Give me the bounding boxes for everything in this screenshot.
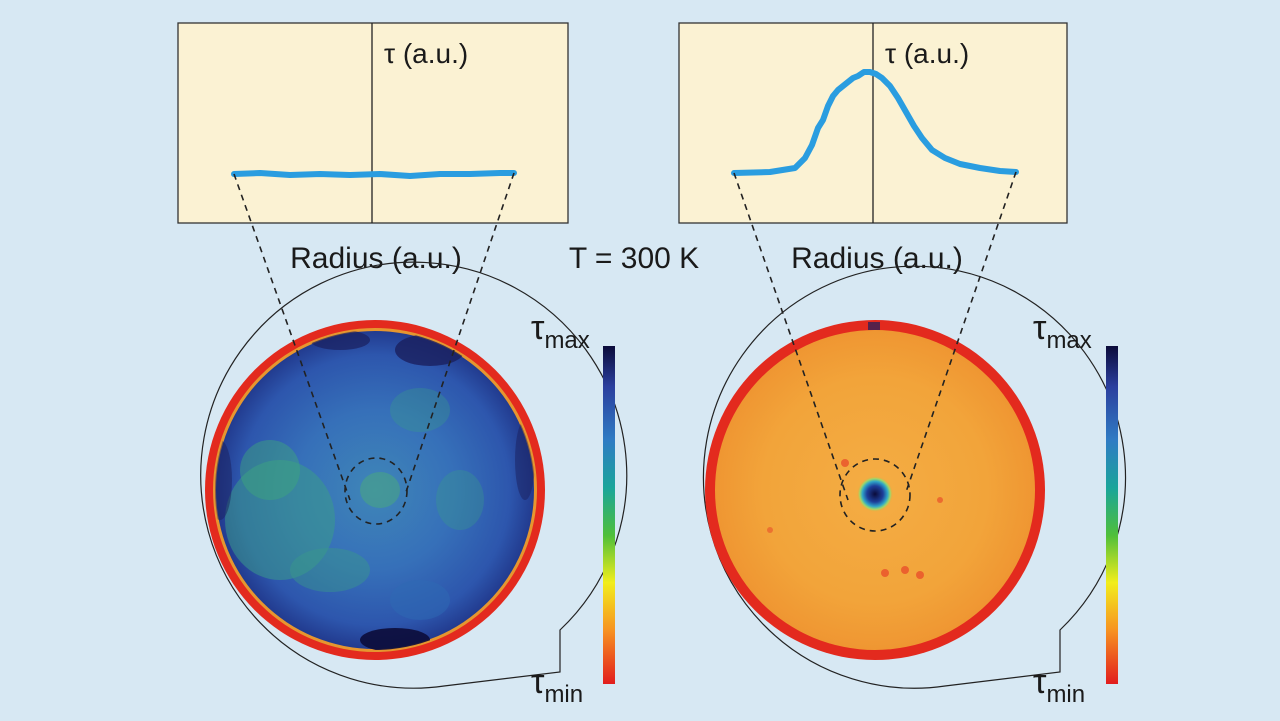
temperature-label: T = 300 K xyxy=(569,242,699,275)
right-profile-curve xyxy=(731,69,1019,176)
left-zoom-circle xyxy=(344,457,408,525)
left-wafer-texture xyxy=(215,330,535,650)
right-central-defect xyxy=(857,476,893,512)
right-plot-y-label: τ (a.u.) xyxy=(885,38,969,69)
right-colorbar-min-label: τmin xyxy=(1033,663,1085,708)
left-plot-y-label: τ (a.u.) xyxy=(384,38,468,69)
right-colorbar-gradient xyxy=(1106,346,1118,684)
right-zoom-circle xyxy=(839,458,911,532)
left-plot-frame xyxy=(177,22,569,224)
left-profile-curve xyxy=(231,170,517,179)
right-colorbar: τmax τmin xyxy=(1033,309,1118,708)
right-wafer-map xyxy=(705,320,1045,660)
left-projection xyxy=(233,172,515,525)
left-profile-plot: τ (a.u.) xyxy=(177,22,569,224)
left-colorbar: τmax τmin xyxy=(531,309,615,708)
left-colorbar-min-label: τmin xyxy=(531,663,583,708)
left-wafer-map xyxy=(205,320,545,660)
right-panel: τ (a.u.) Radius (a.u.) τma xyxy=(678,22,1127,708)
left-colorbar-gradient xyxy=(603,346,615,684)
left-wafer-outline xyxy=(200,261,628,689)
right-projection xyxy=(733,171,1017,532)
right-profile-plot: τ (a.u.) xyxy=(678,22,1068,224)
left-panel: τ (a.u.) Radius (a.u.) xyxy=(177,22,628,708)
right-colorbar-max-label: τmax xyxy=(1033,309,1092,354)
left-colorbar-max-label: τmax xyxy=(531,309,590,354)
left-plot-x-label: Radius (a.u.) xyxy=(290,242,462,275)
right-wafer-outline xyxy=(702,265,1127,689)
